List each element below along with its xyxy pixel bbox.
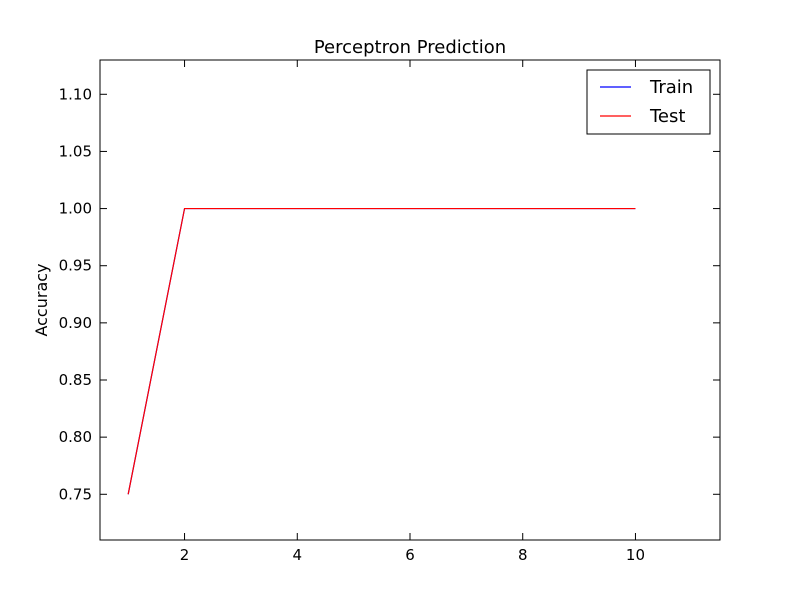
y-tick-label: 0.80 bbox=[59, 428, 92, 446]
legend: Train Test bbox=[586, 69, 711, 135]
plot-background bbox=[100, 60, 720, 540]
y-tick-label: 1.10 bbox=[59, 85, 92, 103]
y-tick-label: 0.85 bbox=[59, 371, 92, 389]
legend-label-train: Train bbox=[649, 77, 693, 98]
y-tick-label: 0.95 bbox=[59, 257, 92, 275]
x-tick-label: 2 bbox=[180, 546, 190, 564]
plot-frame bbox=[99, 59, 721, 541]
x-tick-label: 6 bbox=[405, 546, 415, 564]
ticks-layer: 2 4 6 8 10 0.75 0.80 0.85 0.90 0.95 1.00 1.05 1.10 bbox=[59, 60, 720, 564]
legend-label-test: Test bbox=[649, 106, 685, 127]
y-tick-label: 0.90 bbox=[59, 314, 92, 332]
y-tick-label: 1.05 bbox=[59, 142, 92, 160]
legend-box bbox=[586, 69, 711, 135]
y-axis-label: Accuracy bbox=[32, 263, 51, 336]
x-tick-label: 8 bbox=[518, 546, 528, 564]
y-tick-label: 0.75 bbox=[59, 485, 92, 503]
chart-title: Perceptron Prediction bbox=[314, 37, 506, 58]
x-tick-label: 4 bbox=[292, 546, 302, 564]
x-tick-label: 10 bbox=[626, 546, 645, 564]
series-layer bbox=[127, 207, 636, 495]
series-line-test bbox=[127, 207, 636, 495]
plot-area: 2 4 6 8 10 0.75 0.80 0.85 0.90 0.95 1.00 1.05 1.10 bbox=[59, 59, 721, 564]
y-tick-label: 1.00 bbox=[59, 200, 92, 218]
